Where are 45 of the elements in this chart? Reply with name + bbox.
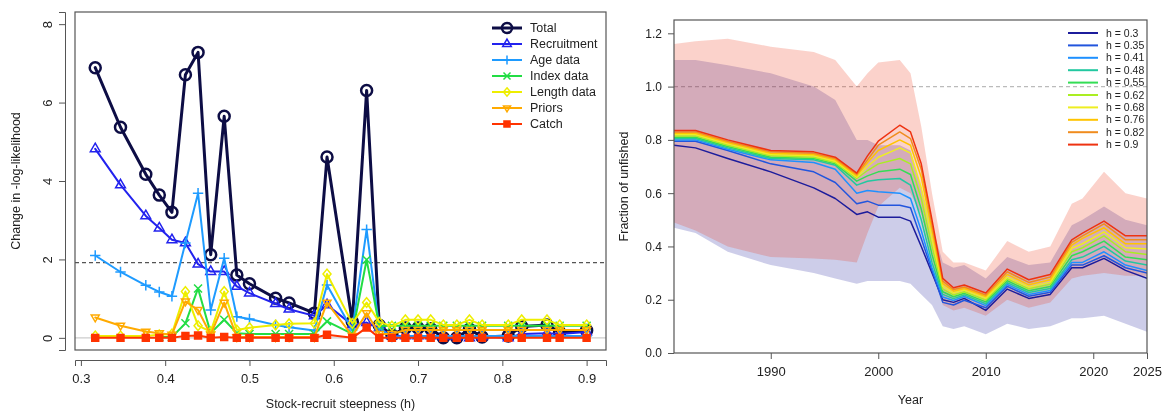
- x-tick-label: 2000: [864, 364, 894, 380]
- legend-label: Age data: [530, 53, 581, 68]
- y-tick-label: 8: [40, 21, 55, 29]
- legend-label: h = 0.9: [1106, 138, 1139, 151]
- x-tick-label: 0.8: [493, 371, 512, 387]
- y-tick-label: 0.8: [645, 133, 663, 148]
- x-tick-label: 0.9: [578, 371, 597, 387]
- y-tick-label: 6: [40, 99, 55, 107]
- legend-label: h = 0.48: [1106, 63, 1145, 76]
- x-tick-label: 2020: [1079, 364, 1109, 380]
- x-tick-label: 1990: [756, 364, 786, 380]
- legend-label: Total: [530, 21, 557, 36]
- legend-label: h = 0.41: [1106, 51, 1145, 64]
- legend-label: Priors: [530, 101, 563, 116]
- x-tick-label: 0.6: [325, 371, 344, 387]
- legend-label: Catch: [530, 117, 563, 132]
- y-tick-label: 0: [40, 334, 55, 342]
- x-tick-label: 0.5: [240, 371, 260, 387]
- x-tick-label: 0.4: [156, 371, 175, 387]
- x-tick-label: 2010: [971, 364, 1001, 380]
- y-axis-title: Fraction of unfished: [617, 131, 631, 242]
- legend-label: h = 0.35: [1106, 39, 1145, 52]
- legend-label: h = 0.68: [1106, 101, 1145, 114]
- y-tick-label: 1.0: [645, 79, 663, 94]
- x-axis-title: Stock-recruit steepness (h): [265, 397, 416, 411]
- legend-label: Length data: [530, 85, 597, 100]
- legend-label: h = 0.55: [1106, 76, 1145, 89]
- y-tick-label: 2: [40, 256, 55, 264]
- legend-label: Index data: [530, 69, 589, 84]
- x-tick-label: 2025: [1133, 364, 1162, 380]
- y-axis-title: Change in -log-likelihood: [9, 112, 23, 250]
- legend-label: h = 0.62: [1106, 88, 1145, 101]
- legend-label: h = 0.82: [1106, 125, 1145, 138]
- x-axis-title: Year: [897, 393, 924, 407]
- legend-label: h = 0.76: [1106, 113, 1145, 126]
- y-tick-label: 1.2: [645, 26, 663, 41]
- x-tick-label: 0.3: [72, 371, 91, 387]
- legend-label: Recruitment: [530, 37, 598, 52]
- y-tick-label: 0.2: [645, 293, 663, 308]
- x-tick-label: 0.7: [409, 371, 428, 387]
- y-tick-label: 4: [40, 177, 55, 186]
- y-tick-label: 0.6: [645, 186, 663, 201]
- y-tick-label: 0.0: [645, 346, 663, 361]
- y-tick-label: 0.4: [645, 239, 663, 254]
- legend-label: h = 0.3: [1106, 26, 1139, 39]
